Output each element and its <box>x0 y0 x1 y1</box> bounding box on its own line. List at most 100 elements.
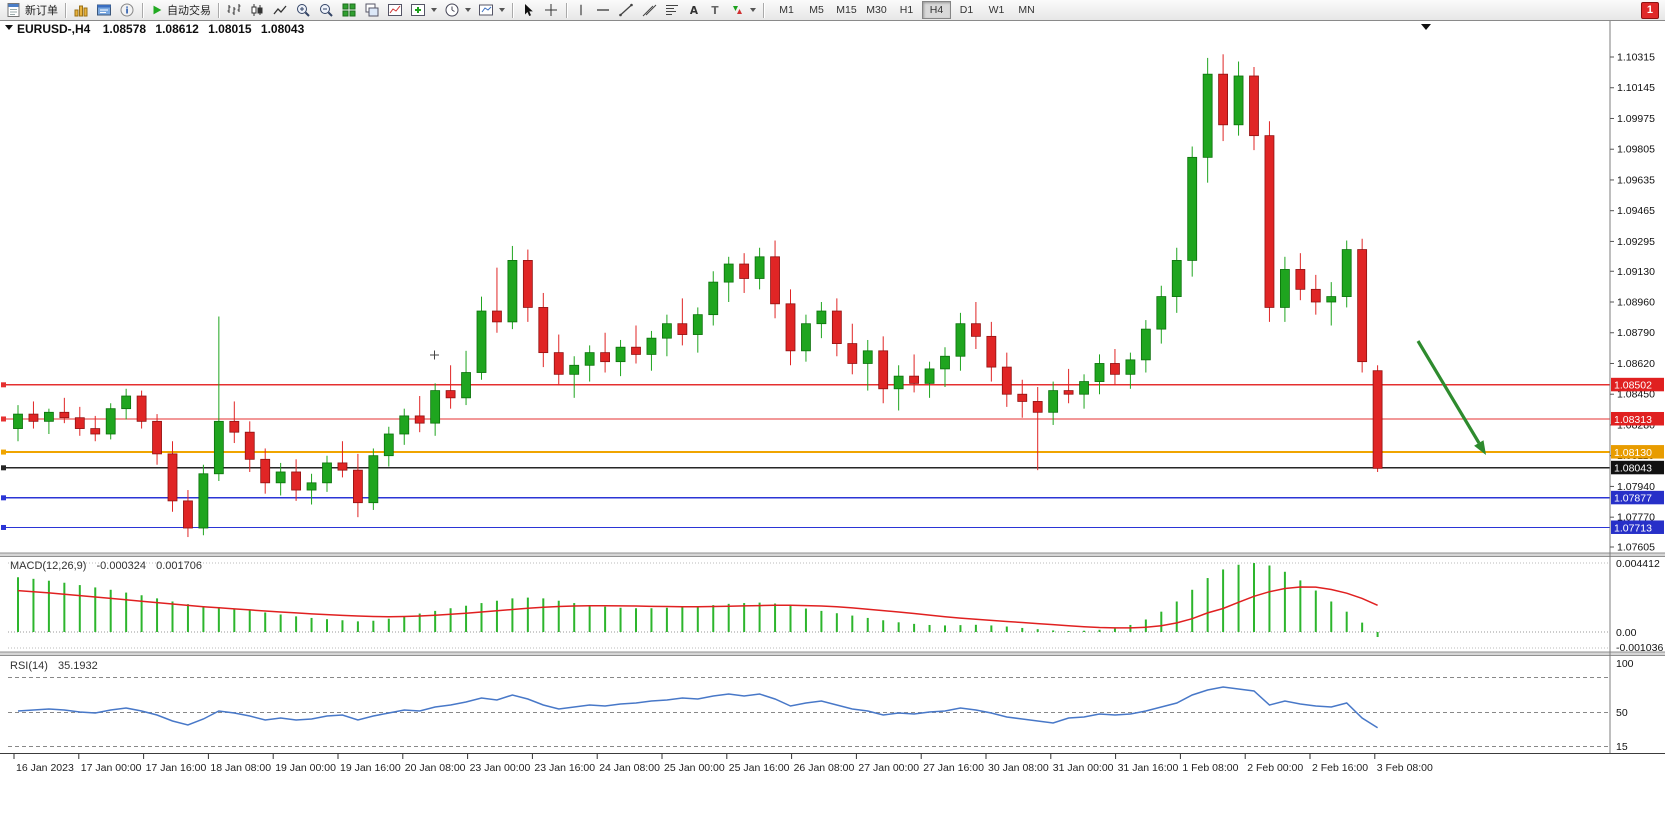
candle <box>1017 379 1028 418</box>
timeframe-d1[interactable]: D1 <box>959 4 974 16</box>
templates-button[interactable] <box>475 1 508 19</box>
indicator-levels-layer <box>8 562 1610 747</box>
trendline-button[interactable] <box>615 1 637 19</box>
price-tick-label: 1.09295 <box>1617 236 1655 248</box>
trend-arrow[interactable] <box>1416 340 1486 455</box>
time-tick-label: 1 Feb 08:00 <box>1182 762 1238 774</box>
arrows-button[interactable] <box>726 1 759 19</box>
timeframe-m1[interactable]: M1 <box>779 4 794 16</box>
candle <box>399 408 410 445</box>
timeframe-m5[interactable]: M5 <box>809 4 824 16</box>
timeframe-w1[interactable]: W1 <box>988 4 1005 16</box>
timeframe-m15[interactable]: M15 <box>836 4 857 16</box>
period-button[interactable] <box>441 1 474 19</box>
current-price-line[interactable] <box>1 465 1610 471</box>
add-indicator-button[interactable] <box>407 1 440 19</box>
candle <box>476 296 487 380</box>
candle <box>28 401 39 429</box>
panel-splitter-rsi[interactable] <box>0 651 1665 656</box>
candle <box>847 323 858 375</box>
support-line-2[interactable] <box>1 524 1610 530</box>
notification-button[interactable]: 1 <box>1638 1 1662 19</box>
crosshair-button[interactable] <box>540 1 562 19</box>
rsi-value: 35.1932 <box>58 660 98 672</box>
price-axis[interactable]: 1.10315 1.10145 1.09975 1.09805 1.09635 1.094… <box>1610 52 1655 554</box>
resistance-line-1[interactable] <box>1 382 1610 388</box>
resistance-line-2[interactable] <box>1 416 1610 422</box>
candle <box>1171 247 1182 313</box>
time-tick-label: 20 Jan 08:00 <box>405 762 466 774</box>
cursor-button[interactable] <box>517 1 539 19</box>
timeframe-mn[interactable]: MN <box>1018 4 1035 16</box>
macd-main-value: -0.000324 <box>96 560 146 572</box>
line-chart-button[interactable] <box>269 1 291 19</box>
channel-icon <box>642 4 657 17</box>
channel-button[interactable] <box>638 1 660 19</box>
vertical-line-button[interactable] <box>571 1 591 19</box>
candle <box>136 390 147 429</box>
timeframe-h1[interactable]: H1 <box>899 4 914 16</box>
timeframe-h4[interactable]: H4 <box>922 1 951 19</box>
candle <box>770 240 780 319</box>
price-tick-label: 1.07605 <box>1617 542 1655 554</box>
chart-shift-marker-icon[interactable] <box>1421 24 1431 30</box>
candle <box>522 249 533 322</box>
candle <box>1233 61 1244 136</box>
text-button[interactable]: A <box>684 1 704 19</box>
svg-text:A: A <box>690 5 699 17</box>
profiles-icon <box>97 4 111 16</box>
candle <box>739 253 750 293</box>
profiles-button[interactable] <box>93 1 115 19</box>
time-axis[interactable]: 16 Jan 2023 17 Jan 00:00 17 Jan 16:00 18 Ja… <box>13 754 1433 774</box>
label-icon: T <box>711 5 719 17</box>
indicator-list-button[interactable] <box>384 1 406 19</box>
support-line-1-price-box <box>1611 490 1664 505</box>
ohlc-readout: EURUSD-,H4 1.08578 1.08612 1.08015 1.080… <box>17 22 305 36</box>
toolbar-separator <box>512 2 513 18</box>
info-icon: i <box>120 3 134 17</box>
data-window-button[interactable]: i <box>116 1 138 19</box>
candle-chart-button[interactable] <box>246 1 268 19</box>
autotrade-play-icon <box>153 5 162 15</box>
line-anchor <box>1 465 6 471</box>
new-order-button[interactable]: 新订单 <box>3 1 61 19</box>
candle <box>198 464 209 536</box>
candle <box>646 330 657 371</box>
crosshair-icon <box>545 4 557 16</box>
tile-windows-button[interactable] <box>338 1 360 19</box>
candle <box>1310 274 1321 315</box>
zoom-out-button[interactable] <box>315 1 337 19</box>
macd-label: MACD(12,26,9) -0.000324 0.001706 <box>10 560 202 572</box>
time-tick-label: 18 Jan 08:00 <box>210 762 271 774</box>
pivot-line[interactable] <box>1 449 1610 455</box>
window-marker-icon[interactable] <box>5 25 13 30</box>
bar-chart-button[interactable] <box>223 1 245 19</box>
time-tick-label: 26 Jan 08:00 <box>794 762 855 774</box>
candle <box>971 302 981 350</box>
fibonacci-button[interactable] <box>661 1 683 19</box>
panel-splitter-macd[interactable] <box>0 552 1665 557</box>
time-tick-label: 17 Jan 00:00 <box>81 762 142 774</box>
candle-chart-icon <box>251 4 263 16</box>
time-tick-label: 27 Jan 00:00 <box>858 762 919 774</box>
line-anchor <box>1 495 6 501</box>
price-tick-label: 1.09635 <box>1617 174 1655 186</box>
cascade-windows-button[interactable] <box>361 1 383 19</box>
charts-button[interactable] <box>70 1 92 19</box>
timeframe-m30[interactable]: M30 <box>866 4 887 16</box>
horizontal-line-button[interactable] <box>592 1 614 19</box>
zoom-in-button[interactable] <box>292 1 314 19</box>
cursor-icon <box>525 4 533 16</box>
macd-axis-min: -0.001036 <box>1616 642 1663 654</box>
symbol-period-label: EURUSD-,H4 <box>17 22 91 36</box>
close-value: 1.08043 <box>261 22 305 36</box>
candle <box>1032 386 1043 471</box>
candle <box>1156 285 1167 344</box>
candle <box>13 405 23 442</box>
label-button[interactable]: T <box>705 1 725 19</box>
rsi-name: RSI(14) <box>10 660 48 672</box>
support-line-1[interactable] <box>1 495 1610 501</box>
auto-trading-button[interactable]: 自动交易 <box>147 1 214 19</box>
candle <box>105 403 116 440</box>
